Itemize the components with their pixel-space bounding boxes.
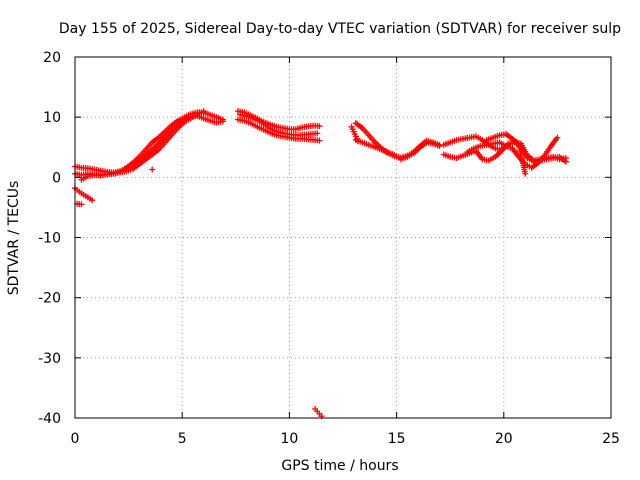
data-point [149,166,156,173]
data-point [200,108,207,115]
data-point [316,137,323,144]
x-tick-label: 20 [495,431,513,447]
x-axis-label: GPS time / hours [281,458,398,474]
data-point [562,158,569,165]
y-tick-label: 0 [52,170,61,186]
axis-ticks [74,56,612,419]
x-tick-label: 5 [178,431,187,447]
grid [75,57,611,418]
y-tick-label: -40 [38,411,61,427]
y-tick-label: -20 [38,291,61,307]
data-point [554,134,561,141]
x-tick-label: 25 [602,431,620,447]
data-point [219,118,226,125]
data-point [316,123,323,130]
y-tick-label: -30 [38,351,61,367]
y-axis-label: SDTVAR / TECUs [6,181,22,296]
x-tick-label: 10 [280,431,298,447]
data-point [522,170,529,177]
y-tick-label: -10 [38,231,61,247]
data-point [78,201,85,208]
data-point [89,197,96,204]
data-point [436,143,443,150]
x-tick-label: 15 [388,431,406,447]
y-tick-label: 10 [43,110,61,126]
data-point [314,130,321,137]
data-marks [72,108,569,420]
x-tick-label: 0 [71,431,80,447]
tick-labels: 0 5 10 15 20 25 -40 -30 -20 -10 0 10 20 [38,50,620,447]
chart-title: Day 155 of 2025, Sidereal Day-to-day VTE… [59,21,621,37]
y-tick-label: 20 [43,50,61,66]
